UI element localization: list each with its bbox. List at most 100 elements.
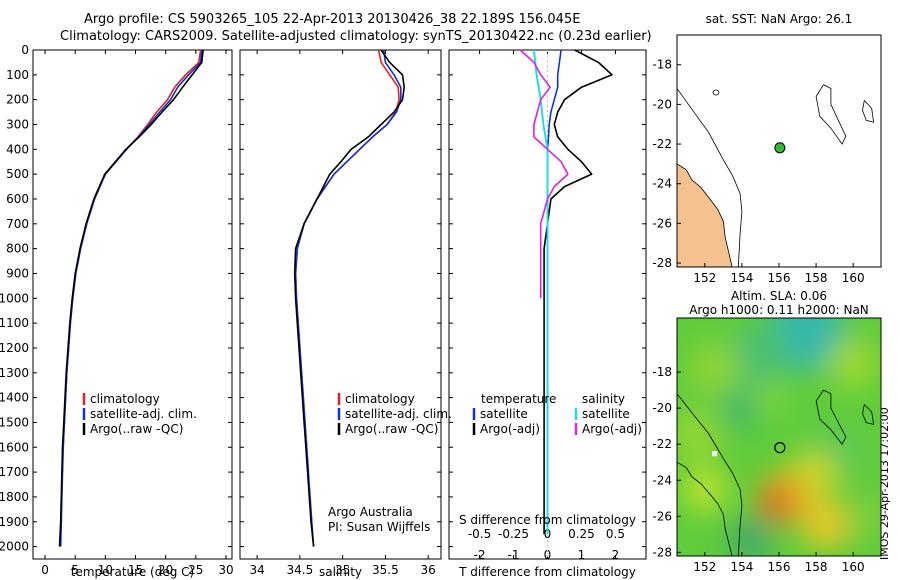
diff-xtick-label: 1 [578, 548, 586, 562]
diff-legend-temp-title: temperature [481, 392, 556, 406]
temp-ytick-label: 500 [6, 167, 29, 181]
sla-xtick-label: 152 [693, 560, 716, 574]
sla-reef-contour-2 [862, 404, 875, 425]
temp-ytick-label: 0 [21, 43, 29, 57]
diff-line-t-argo--adj- [543, 49, 613, 535]
salinity-panel: 34 34.5 35 35.5 36 climatologysatellite-adj. … [239, 49, 452, 579]
sla-field-blob [730, 324, 791, 385]
temp-ytick-label: 1600 [0, 440, 29, 454]
sst-shelf-contour [677, 88, 743, 267]
temp-xtick-label: 5 [71, 563, 79, 577]
sla-ytick-label: -18 [652, 365, 672, 379]
temp-xtick-label: 30 [218, 563, 233, 577]
temp-ytick-label: 1400 [0, 391, 29, 405]
sst-reef-contour-2 [862, 100, 875, 123]
temp-frame [32, 49, 233, 560]
temp-ytick-label: 200 [6, 93, 29, 107]
temperature-panel: 0 5 10 15 20 25 300100200300400500600700800900… [0, 43, 234, 579]
temp-ytick-label: 1900 [0, 515, 29, 529]
temp-ytick-label: 1700 [0, 465, 29, 479]
sal-legend-label: satellite-adj. clim. [345, 407, 452, 421]
diff-line-s-satellite [532, 49, 549, 535]
sal-xtick-label: 34.5 [287, 563, 314, 577]
diff-sal-legend-label: Argo(-adj) [582, 422, 642, 436]
sla-subtitle: Argo h1000: 0.11 h2000: NaN [689, 303, 869, 317]
sal-line-argo---raw--qc- [293, 49, 406, 547]
sal-line-satellite-adj--clim- [294, 49, 402, 547]
temp-xtick-label: 15 [128, 563, 143, 577]
temp-ytick-label: 1200 [0, 341, 29, 355]
sal-legend-label: Argo(..raw -QC) [345, 422, 438, 436]
sal-xtick-label: 35 [335, 563, 350, 577]
sla-marker-square [712, 451, 718, 457]
temp-xlabel: temperature (deg C) [71, 565, 194, 579]
sst-xtick-label: 158 [805, 271, 828, 285]
sal-xtick-label: 35.5 [372, 563, 399, 577]
temp-ytick-label: 100 [6, 68, 29, 82]
temp-ytick-label: 600 [6, 192, 29, 206]
sla-shelf-contour [677, 393, 743, 556]
temp-ytick-label: 800 [6, 242, 29, 256]
sla-argo-point [774, 442, 786, 454]
sst-xtick-label: 156 [768, 271, 791, 285]
sal-frame [239, 49, 442, 560]
temp-xtick-label: 10 [98, 563, 113, 577]
sla-field-blob [688, 342, 741, 395]
sla-map-panel: 152 154 156 158 160 -18 -20 -22 -24 -26 -28 Altim. … [652, 289, 882, 574]
plot-title-line1: Argo profile: CS 5903265_105 22-Apr-2013… [84, 12, 581, 27]
sla-ytick-label: -24 [652, 473, 672, 487]
sla-field [677, 318, 881, 556]
sla-field-blob [729, 517, 774, 556]
temp-legend-label: climatology [90, 392, 160, 406]
sla-field-blob [827, 337, 880, 390]
difference-panel: -2-1012-0.5-0.2500.250.5temperaturesatel… [448, 49, 647, 579]
temp-line-satellite-adj--clim- [59, 49, 203, 547]
diff-sal-legend-label: satellite [582, 407, 630, 421]
sla-coastline [677, 461, 733, 556]
temp-xtick-label: 0 [41, 563, 49, 577]
temp-ytick-label: 1000 [0, 291, 29, 305]
temp-xtick-label: 20 [158, 563, 173, 577]
diff-xlabel-t: T difference from climatology [458, 565, 636, 579]
temp-ytick-label: 2000 [0, 540, 29, 554]
sla-reef-contour [815, 389, 847, 445]
sst-reef-contour [815, 84, 847, 145]
diff-xtick-label: -1 [508, 548, 520, 562]
sal-xtick-label: 36 [421, 563, 436, 577]
sst-map-content [677, 84, 875, 267]
sla-map-content [677, 318, 881, 556]
sst-ytick-label: -18 [652, 58, 672, 72]
sla-ytick-label: -28 [652, 545, 672, 559]
sal-xtick-label: 34 [249, 563, 264, 577]
plot-title-line2: Climatology: CARS2009. Satellite-adjuste… [60, 29, 652, 44]
temp-ytick-label: 1500 [0, 415, 29, 429]
sla-field-blob [801, 501, 850, 550]
sal-legend-label: climatology [345, 392, 415, 406]
sla-field-blob [759, 489, 792, 522]
sst-map-panel: 152 154 156 158 160 -18 -20 -22 -24 -26 -28 sat. SS… [652, 12, 882, 285]
temp-ytick-label: 1300 [0, 366, 29, 380]
diff-s-tick-label: 0.25 [568, 527, 595, 541]
sst-ytick-label: -24 [652, 177, 672, 191]
diff-s-tick-label: -0.5 [468, 527, 491, 541]
sla-ytick-label: -22 [652, 437, 672, 451]
sla-xtick-label: 160 [842, 560, 865, 574]
sla-ytick-label: -20 [652, 401, 672, 415]
diff-line-s-argo--adj- [519, 49, 569, 299]
sal-annotation-org: Argo Australia [328, 505, 413, 519]
temp-ytick-label: 1100 [0, 316, 29, 330]
temp-ytick-label: 700 [6, 217, 29, 231]
diff-s-tick-label: 0.5 [606, 527, 625, 541]
diff-legend-sal-title: salinity [582, 392, 625, 406]
diff-temp-legend-label: Argo(-adj) [480, 422, 540, 436]
sst-xtick-label: 154 [730, 271, 753, 285]
diff-xtick-label: -2 [474, 548, 486, 562]
temp-xtick-label: 25 [188, 563, 203, 577]
sst-ytick-label: -28 [652, 256, 672, 270]
diff-xtick-label: 2 [612, 548, 620, 562]
sla-field-blob [682, 467, 727, 512]
sst-land [677, 163, 733, 267]
sla-field-blob [751, 381, 788, 418]
sla-ytick-label: -26 [652, 509, 672, 523]
